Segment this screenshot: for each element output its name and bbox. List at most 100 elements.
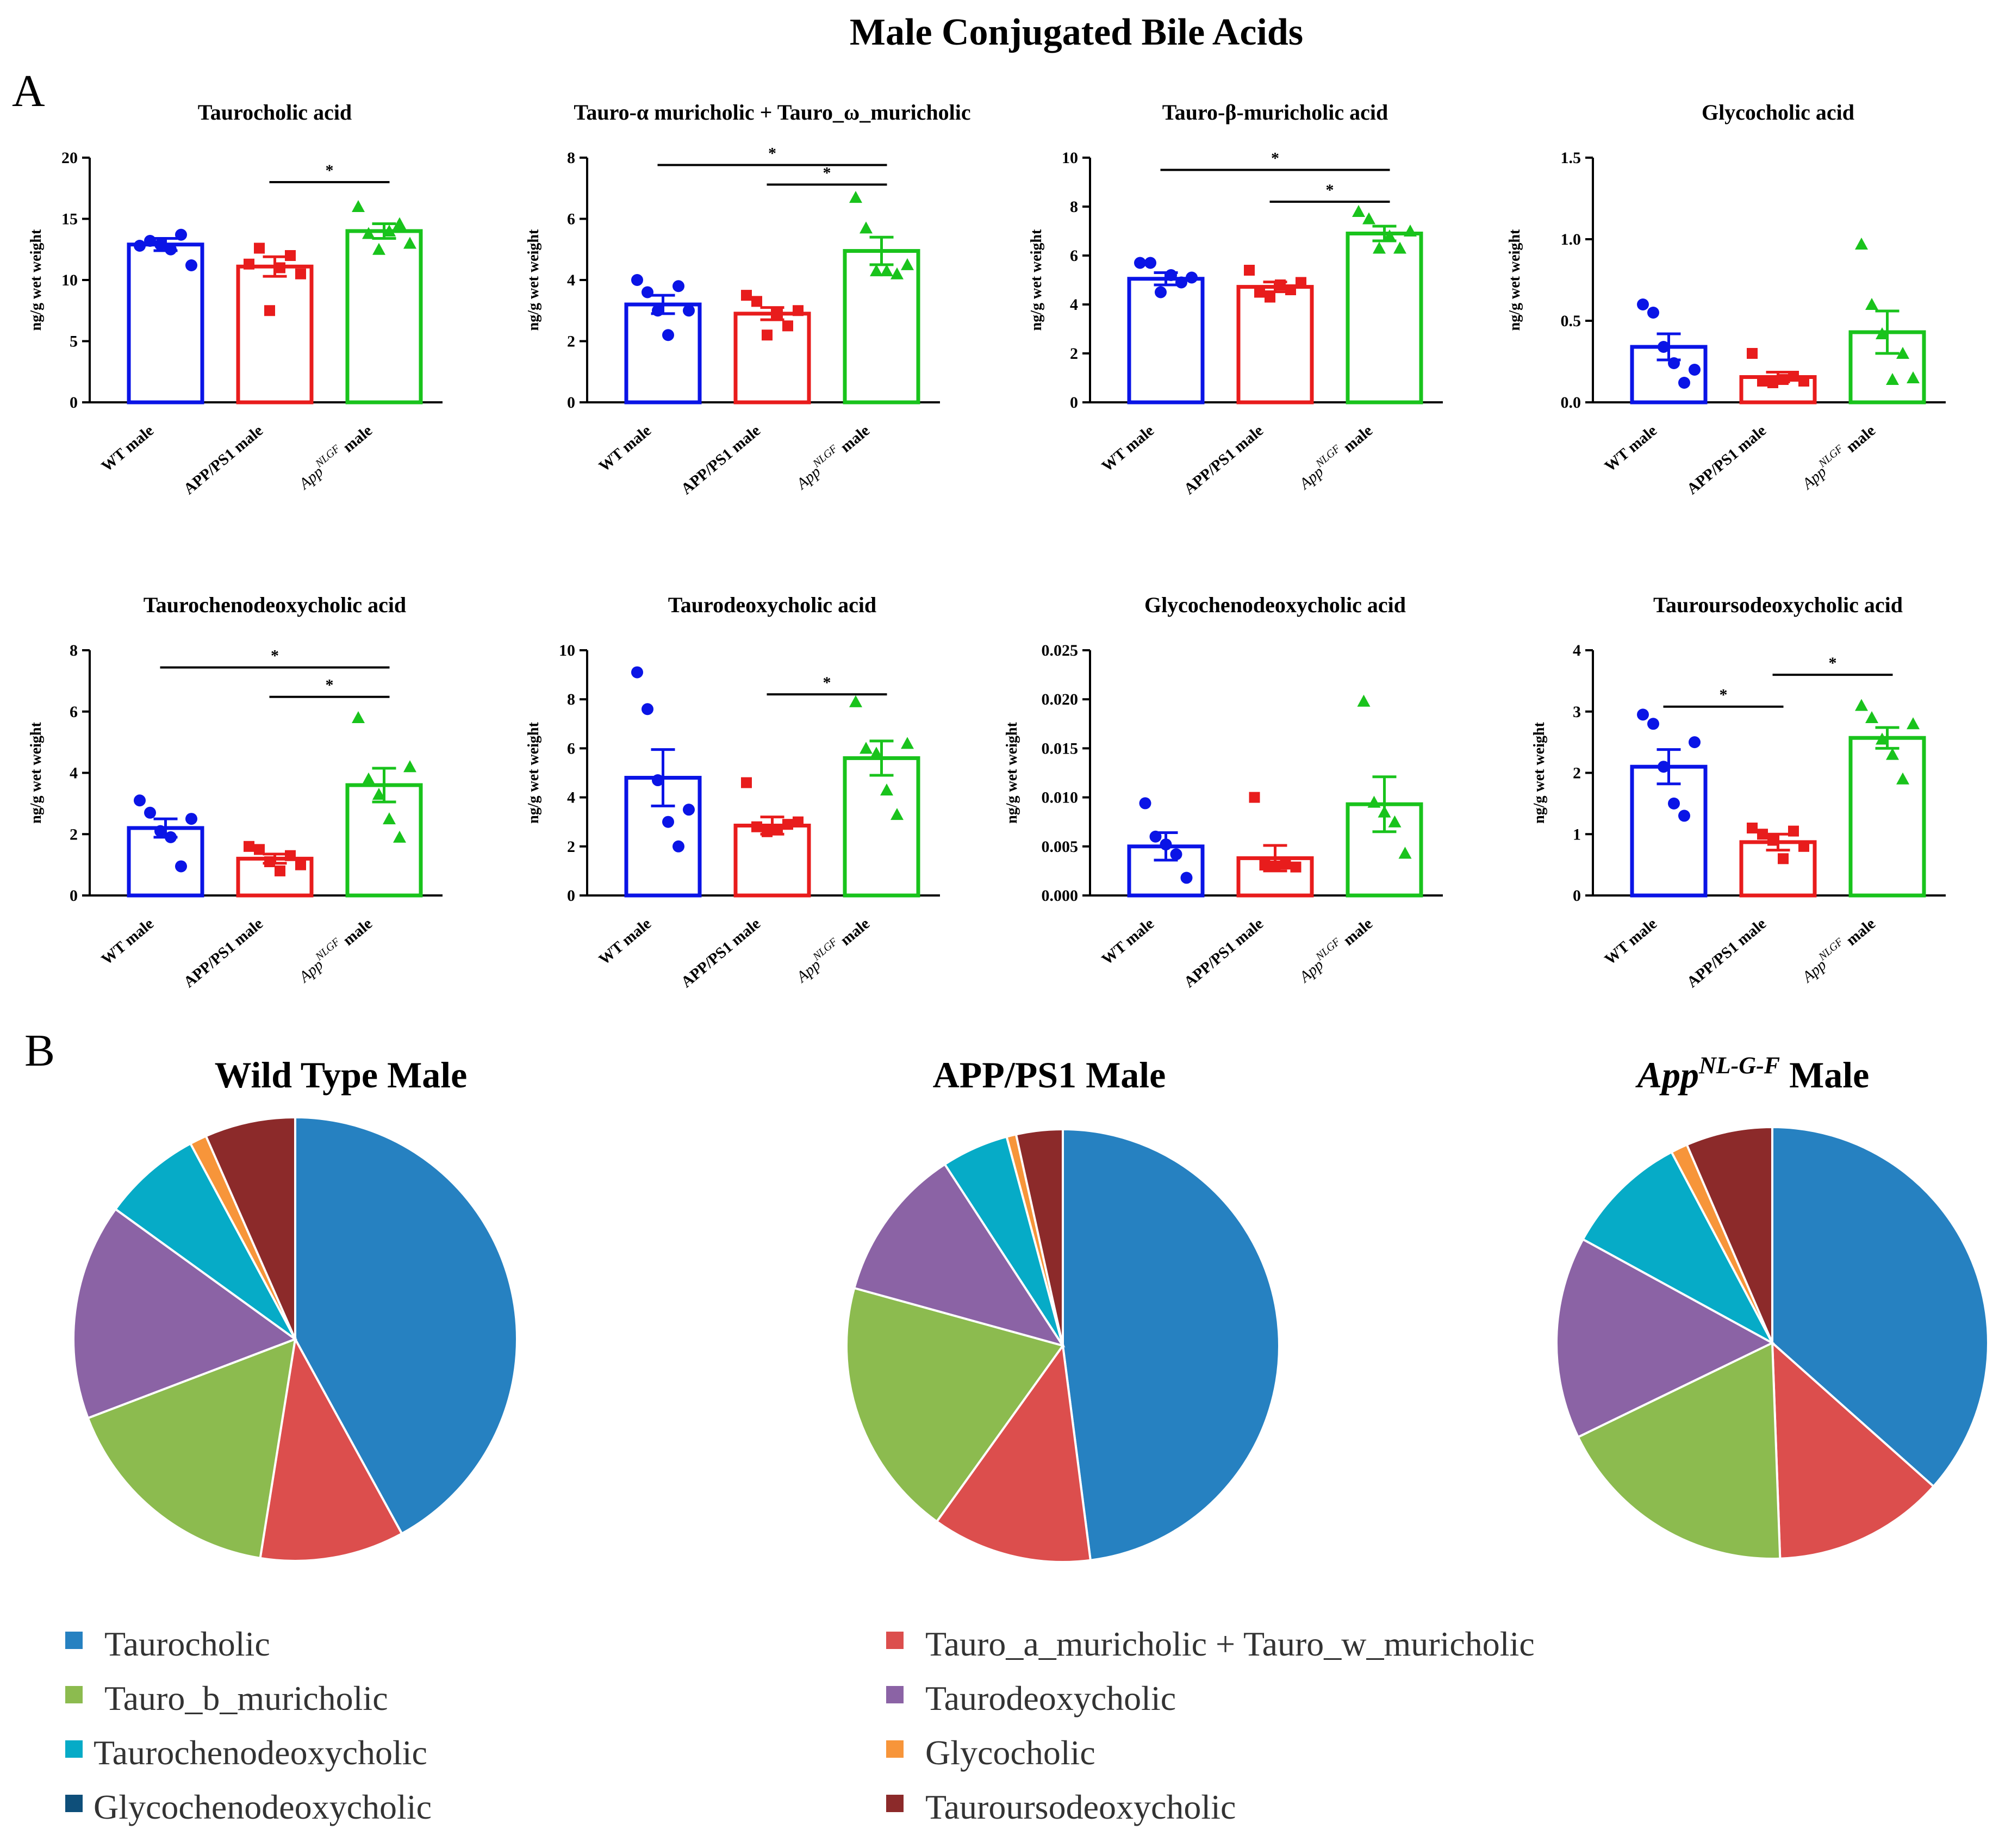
pie-slice [72, 1208, 298, 1420]
data-point [793, 816, 804, 827]
data-point [762, 826, 773, 837]
y-tick-label: 2 [1573, 764, 1581, 782]
legend-label: Glycocholic [925, 1733, 1095, 1772]
y-axis-label: ng/g wet weight [28, 229, 45, 331]
data-point [901, 258, 914, 270]
y-tick-label: 0.010 [1042, 789, 1079, 807]
y-tick-label: 0.025 [1042, 642, 1079, 659]
legend-label: Taurodeoxycholic [925, 1679, 1176, 1718]
data-point [244, 841, 254, 852]
data-point [254, 844, 265, 855]
data-point [1175, 276, 1187, 289]
pie-slice [1685, 1125, 1773, 1343]
data-point [880, 264, 893, 277]
data-point [295, 268, 306, 279]
pie-chart-3: AppNL-G-F Male [1555, 1052, 1989, 1560]
data-point [1155, 286, 1167, 298]
pie-slice [259, 1335, 403, 1562]
data-point [631, 274, 643, 286]
data-point [1378, 805, 1391, 818]
category-label: WT male [596, 915, 655, 968]
bar [1127, 277, 1205, 405]
data-point [1757, 829, 1768, 840]
data-point [1265, 291, 1275, 303]
category-label: WT male [1602, 915, 1660, 968]
bar-chart-2: Tauro-α muricholic + Tauro_ω_muricholic 0… [525, 100, 971, 498]
pie-slice [1577, 1341, 1782, 1560]
data-point [1747, 348, 1758, 359]
data-point [1788, 825, 1799, 837]
category-label: WT male [596, 422, 655, 475]
data-point [264, 305, 275, 316]
chart-title: Tauro-β-muricholic acid [1162, 100, 1388, 125]
data-point [1876, 732, 1889, 745]
pie-slice [294, 1116, 518, 1535]
data-point [1757, 376, 1768, 387]
panel-label-a: A [12, 66, 45, 116]
legend-label: Glycochenodeoxycholic [94, 1788, 432, 1826]
data-point [285, 250, 296, 261]
y-tick-label: 5 [70, 333, 78, 351]
legend-swatch [65, 1740, 83, 1758]
data-point [751, 821, 762, 832]
y-tick-label: 4 [1070, 296, 1078, 314]
data-point [1637, 708, 1649, 721]
y-tick-label: 1 [1573, 825, 1581, 843]
data-point [662, 816, 674, 828]
data-point [1165, 269, 1177, 281]
y-tick-label: 0.0 [1561, 394, 1581, 412]
legend-item: Tauroursodeoxycholic [886, 1788, 1236, 1826]
data-point [1647, 307, 1659, 319]
data-point [631, 666, 643, 679]
category-label: AppNLGF male [293, 419, 376, 493]
data-point [1658, 761, 1670, 773]
data-point [1689, 364, 1701, 376]
data-point [275, 865, 285, 876]
legend-label: Tauro_a_muricholic + Tauro_w_muricholic [925, 1625, 1535, 1663]
data-point [1290, 861, 1301, 873]
category-label-tail: male [834, 422, 873, 459]
bar-chart-4: Glycocholic acid 0.0 0.5 1.0 1.5 ng/g wet wei… [1506, 100, 1946, 498]
significance-star: * [1326, 181, 1334, 199]
data-point [860, 221, 873, 234]
legend-swatch [886, 1632, 904, 1649]
legend-item: Taurodeoxycholic [886, 1679, 1176, 1718]
data-point [1404, 225, 1417, 237]
y-tick-label: 0.5 [1561, 312, 1581, 330]
data-point [1149, 830, 1162, 843]
data-point [362, 772, 375, 785]
bar-chart-6: Taurodeoxycholic acid 0 2 4 6 8 10 ng/g wet wei… [525, 593, 940, 991]
y-tick-label: 0 [567, 887, 575, 905]
data-point [683, 304, 695, 317]
legend-swatch [886, 1740, 904, 1758]
bar-chart-1: Taurocholic acid 0 5 10 15 20 ng/g wet weight W… [28, 100, 443, 498]
panel-label-b: B [24, 1025, 55, 1076]
significance-star: * [1829, 654, 1837, 672]
category-label-tail: male [1337, 915, 1376, 952]
data-point [1637, 298, 1649, 310]
data-point [890, 267, 904, 279]
pie-slice [1014, 1128, 1064, 1346]
data-point [1259, 860, 1271, 871]
data-point [793, 305, 804, 316]
category-label-tail: male [337, 915, 376, 952]
y-tick-label: 0 [567, 394, 575, 412]
significance-star: * [326, 161, 334, 179]
y-tick-label: 6 [567, 210, 575, 228]
data-point [154, 238, 166, 251]
data-point [672, 280, 684, 293]
data-point [890, 808, 904, 820]
data-point [1134, 257, 1146, 269]
data-point [1668, 357, 1680, 369]
data-point [1388, 815, 1402, 827]
data-point [1767, 377, 1778, 388]
data-point [185, 813, 197, 825]
data-point [849, 695, 862, 707]
y-tick-label: 15 [61, 210, 78, 228]
category-label-tail: male [834, 915, 873, 952]
data-point [772, 308, 783, 319]
data-point [1855, 238, 1868, 250]
data-point [1160, 838, 1172, 851]
data-point [403, 760, 416, 773]
